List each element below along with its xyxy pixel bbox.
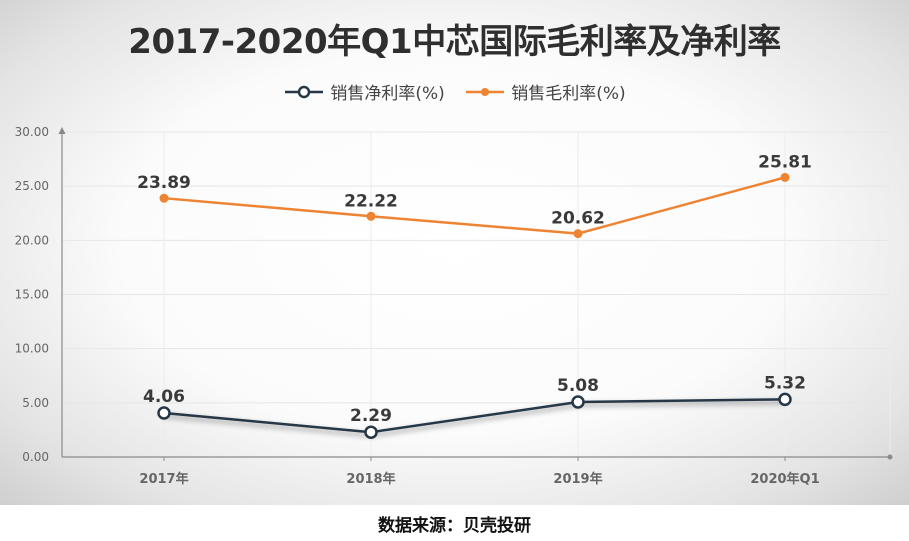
legend-item-net-margin[interactable]: 销售净利率(%)	[283, 79, 445, 104]
chart-title: 2017-2020年Q1中芯国际毛利率及净利率	[128, 22, 781, 62]
legend-marker-gross-margin	[466, 87, 505, 96]
x-tick-label: 2018年	[346, 471, 395, 487]
data-label-gross-margin: 22.22	[344, 191, 398, 211]
x-axis-end-dot	[887, 454, 893, 460]
data-label-net-margin: 4.06	[143, 387, 185, 407]
data-label-gross-margin: 23.89	[137, 173, 191, 193]
data-label-net-margin: 5.08	[557, 376, 599, 396]
x-tick-label: 2019年	[553, 471, 602, 487]
y-tick-label: 20.00	[15, 233, 49, 247]
data-point-gross-margin	[573, 229, 583, 239]
y-tick-label: 10.00	[15, 342, 49, 356]
data-point-gross-margin	[780, 172, 790, 182]
data-point-gross-margin	[366, 211, 376, 221]
data-label-gross-margin: 20.62	[551, 209, 605, 229]
y-tick-label: 0.00	[22, 450, 49, 464]
chart-figure: 0.00 5.00 10.00 15.00 20.00 25.00 30.00 2017年 20…	[0, 0, 909, 505]
x-tick-label: 2017年	[139, 471, 188, 487]
data-point-net-margin	[778, 392, 792, 407]
data-point-net-margin	[571, 395, 585, 409]
chart-legend: 销售净利率(%) 销售毛利率(%)	[0, 79, 909, 104]
legend-marker-net-margin	[285, 85, 324, 98]
y-axis-arrow	[58, 127, 66, 134]
data-point-gross-margin	[159, 193, 169, 203]
x-tick-label: 2020年Q1	[750, 471, 819, 487]
y-tick-label: 30.00	[15, 125, 49, 139]
chart-plot: 0.00 5.00 10.00 15.00 20.00 25.00 30.00 2017年 20…	[15, 125, 893, 487]
data-label-net-margin: 2.29	[350, 406, 392, 426]
data-label-net-margin: 5.32	[764, 373, 806, 393]
legend-item-gross-margin[interactable]: 销售毛利率(%)	[464, 79, 626, 104]
data-point-net-margin	[364, 425, 378, 439]
series-line-net-margin	[163, 398, 786, 434]
legend-label-gross-margin: 销售毛利率(%)	[511, 84, 626, 104]
y-tick-label: 5.00	[22, 396, 49, 410]
data-point-net-margin	[157, 406, 171, 420]
data-label-gross-margin: 25.81	[758, 152, 812, 172]
series-line-gross-margin	[163, 176, 786, 235]
y-tick-label: 15.00	[15, 288, 49, 302]
y-tick-label: 25.00	[15, 179, 49, 193]
legend-label-net-margin: 销售净利率(%)	[330, 84, 445, 104]
source-note: 数据来源：贝壳投研	[378, 516, 531, 536]
